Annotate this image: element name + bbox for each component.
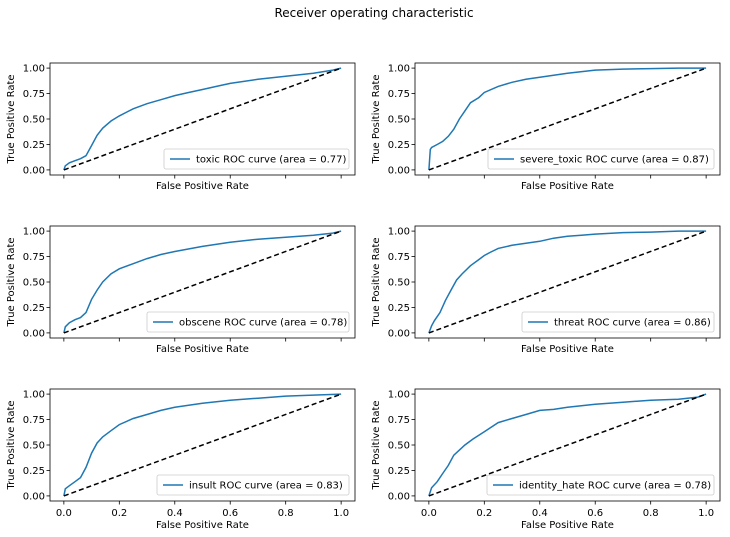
y-tick-label: 0.25 <box>388 140 410 151</box>
figure-title: Receiver operating characteristic <box>274 6 473 20</box>
chance-diagonal-line <box>63 67 342 171</box>
chance-diagonal-line <box>428 67 707 171</box>
legend-box <box>146 311 350 333</box>
y-tick-label: 0.00 <box>388 328 410 339</box>
x-tick-label: 0.4 <box>532 508 548 519</box>
y-tick-label: 0.50 <box>23 278 45 289</box>
x-tick-label: 0.6 <box>222 508 238 519</box>
x-tick-label: 0.0 <box>421 508 437 519</box>
legend-label: threat ROC curve (area = 0.86) <box>554 318 711 329</box>
legend: insult ROC curve (area = 0.83) <box>156 474 350 496</box>
legend-box <box>487 148 715 170</box>
y-axis-label: True Positive Rate <box>6 74 17 164</box>
y-tick-label: 1.00 <box>23 64 45 75</box>
y-tick-label: 1.00 <box>388 390 410 401</box>
y-axis-label: True Positive Rate <box>6 400 17 490</box>
x-tick-label: 0.8 <box>278 508 294 519</box>
y-tick-label: 1.00 <box>23 390 45 401</box>
roc-curve-line <box>63 393 342 497</box>
y-tick-label: 1.00 <box>388 227 410 238</box>
y-tick-label: 0.25 <box>388 303 410 314</box>
x-axis-label: False Positive Rate <box>521 520 614 531</box>
x-tick-label: 0.4 <box>167 508 183 519</box>
chance-diagonal-line <box>428 230 707 334</box>
x-tick-label: 0.0 <box>56 508 72 519</box>
y-tick-label: 0.75 <box>388 415 410 426</box>
y-tick-label: 0.25 <box>23 303 45 314</box>
legend-box <box>486 474 715 496</box>
y-tick-label: 0.50 <box>388 115 410 126</box>
y-tick-label: 0.00 <box>388 165 410 176</box>
y-tick-label: 0.75 <box>23 89 45 100</box>
roc-curve-line <box>428 393 707 497</box>
y-tick-label: 0.00 <box>23 165 45 176</box>
y-tick-label: 0.75 <box>23 252 45 263</box>
y-axis-label: True Positive Rate <box>371 74 382 164</box>
x-axis-label: False Positive Rate <box>521 181 614 192</box>
legend-label: severe_toxic ROC curve (area = 0.87) <box>520 155 709 166</box>
y-tick-label: 0.50 <box>388 278 410 289</box>
y-tick-label: 0.25 <box>388 466 410 477</box>
x-axis-label: False Positive Rate <box>521 344 614 355</box>
y-tick-label: 1.00 <box>388 64 410 75</box>
x-tick-label: 0.8 <box>643 508 659 519</box>
y-tick-label: 0.00 <box>388 491 410 502</box>
legend-box <box>521 311 715 333</box>
y-tick-label: 0.25 <box>23 466 45 477</box>
roc-curve-line <box>63 230 342 334</box>
legend: severe_toxic ROC curve (area = 0.87) <box>487 148 715 170</box>
y-tick-label: 0.75 <box>388 89 410 100</box>
subplot-grid: 0.00 0.25 0.50 0.75 1.00 False Positive Rate T… <box>6 62 721 531</box>
x-tick-label: 1.0 <box>333 508 349 519</box>
subplot-5: 0.00 0.25 0.50 0.75 1.00 0.0 0.2 0.4 0.6 0.8 1.0 Fa… <box>6 388 356 531</box>
y-axis-label: True Positive Rate <box>371 400 382 490</box>
x-tick-label: 0.2 <box>111 508 127 519</box>
y-tick-label: 0.50 <box>23 441 45 452</box>
roc-curve-line <box>63 67 342 171</box>
y-axis-label: True Positive Rate <box>6 237 17 327</box>
y-tick-label: 0.75 <box>388 252 410 263</box>
legend-box <box>156 474 350 496</box>
legend: identity_hate ROC curve (area = 0.78) <box>486 474 715 496</box>
x-tick-label: 0.6 <box>587 508 603 519</box>
subplot-3: 0.00 0.25 0.50 0.75 1.00 False Positive Rate T… <box>6 225 356 355</box>
y-tick-label: 0.00 <box>23 491 45 502</box>
legend-label: insult ROC curve (area = 0.83) <box>189 481 343 492</box>
legend-box <box>163 148 350 170</box>
chance-diagonal-line <box>428 393 707 497</box>
y-axis-label: True Positive Rate <box>371 237 382 327</box>
subplot-2: 0.00 0.25 0.50 0.75 1.00 False Positive Rate T… <box>371 62 721 192</box>
x-tick-label: 0.2 <box>476 508 492 519</box>
legend: obscene ROC curve (area = 0.78) <box>146 311 350 333</box>
legend-label: toxic ROC curve (area = 0.77) <box>196 155 346 166</box>
x-axis-label: False Positive Rate <box>156 344 249 355</box>
legend-label: obscene ROC curve (area = 0.78) <box>179 318 347 329</box>
legend: threat ROC curve (area = 0.86) <box>521 311 715 333</box>
subplot-4: 0.00 0.25 0.50 0.75 1.00 False Positive Rate T… <box>371 225 721 355</box>
legend-label: identity_hate ROC curve (area = 0.78) <box>519 481 711 492</box>
x-tick-label: 1.0 <box>698 508 714 519</box>
chance-diagonal-line <box>63 230 342 334</box>
subplot-6: 0.00 0.25 0.50 0.75 1.00 0.0 0.2 0.4 0.6 0.8 1.0 Fa… <box>371 388 721 531</box>
x-axis-label: False Positive Rate <box>156 181 249 192</box>
y-tick-label: 0.25 <box>23 140 45 151</box>
legend: toxic ROC curve (area = 0.77) <box>163 148 350 170</box>
y-tick-label: 0.00 <box>23 328 45 339</box>
y-tick-label: 0.75 <box>23 415 45 426</box>
chance-diagonal-line <box>63 393 342 497</box>
roc-curve-line <box>428 67 707 170</box>
x-axis-label: False Positive Rate <box>156 520 249 531</box>
roc-curve-line <box>428 230 707 334</box>
subplot-1: 0.00 0.25 0.50 0.75 1.00 False Positive Rate T… <box>6 62 356 192</box>
y-tick-label: 0.50 <box>388 441 410 452</box>
y-tick-label: 1.00 <box>23 227 45 238</box>
y-tick-label: 0.50 <box>23 115 45 126</box>
